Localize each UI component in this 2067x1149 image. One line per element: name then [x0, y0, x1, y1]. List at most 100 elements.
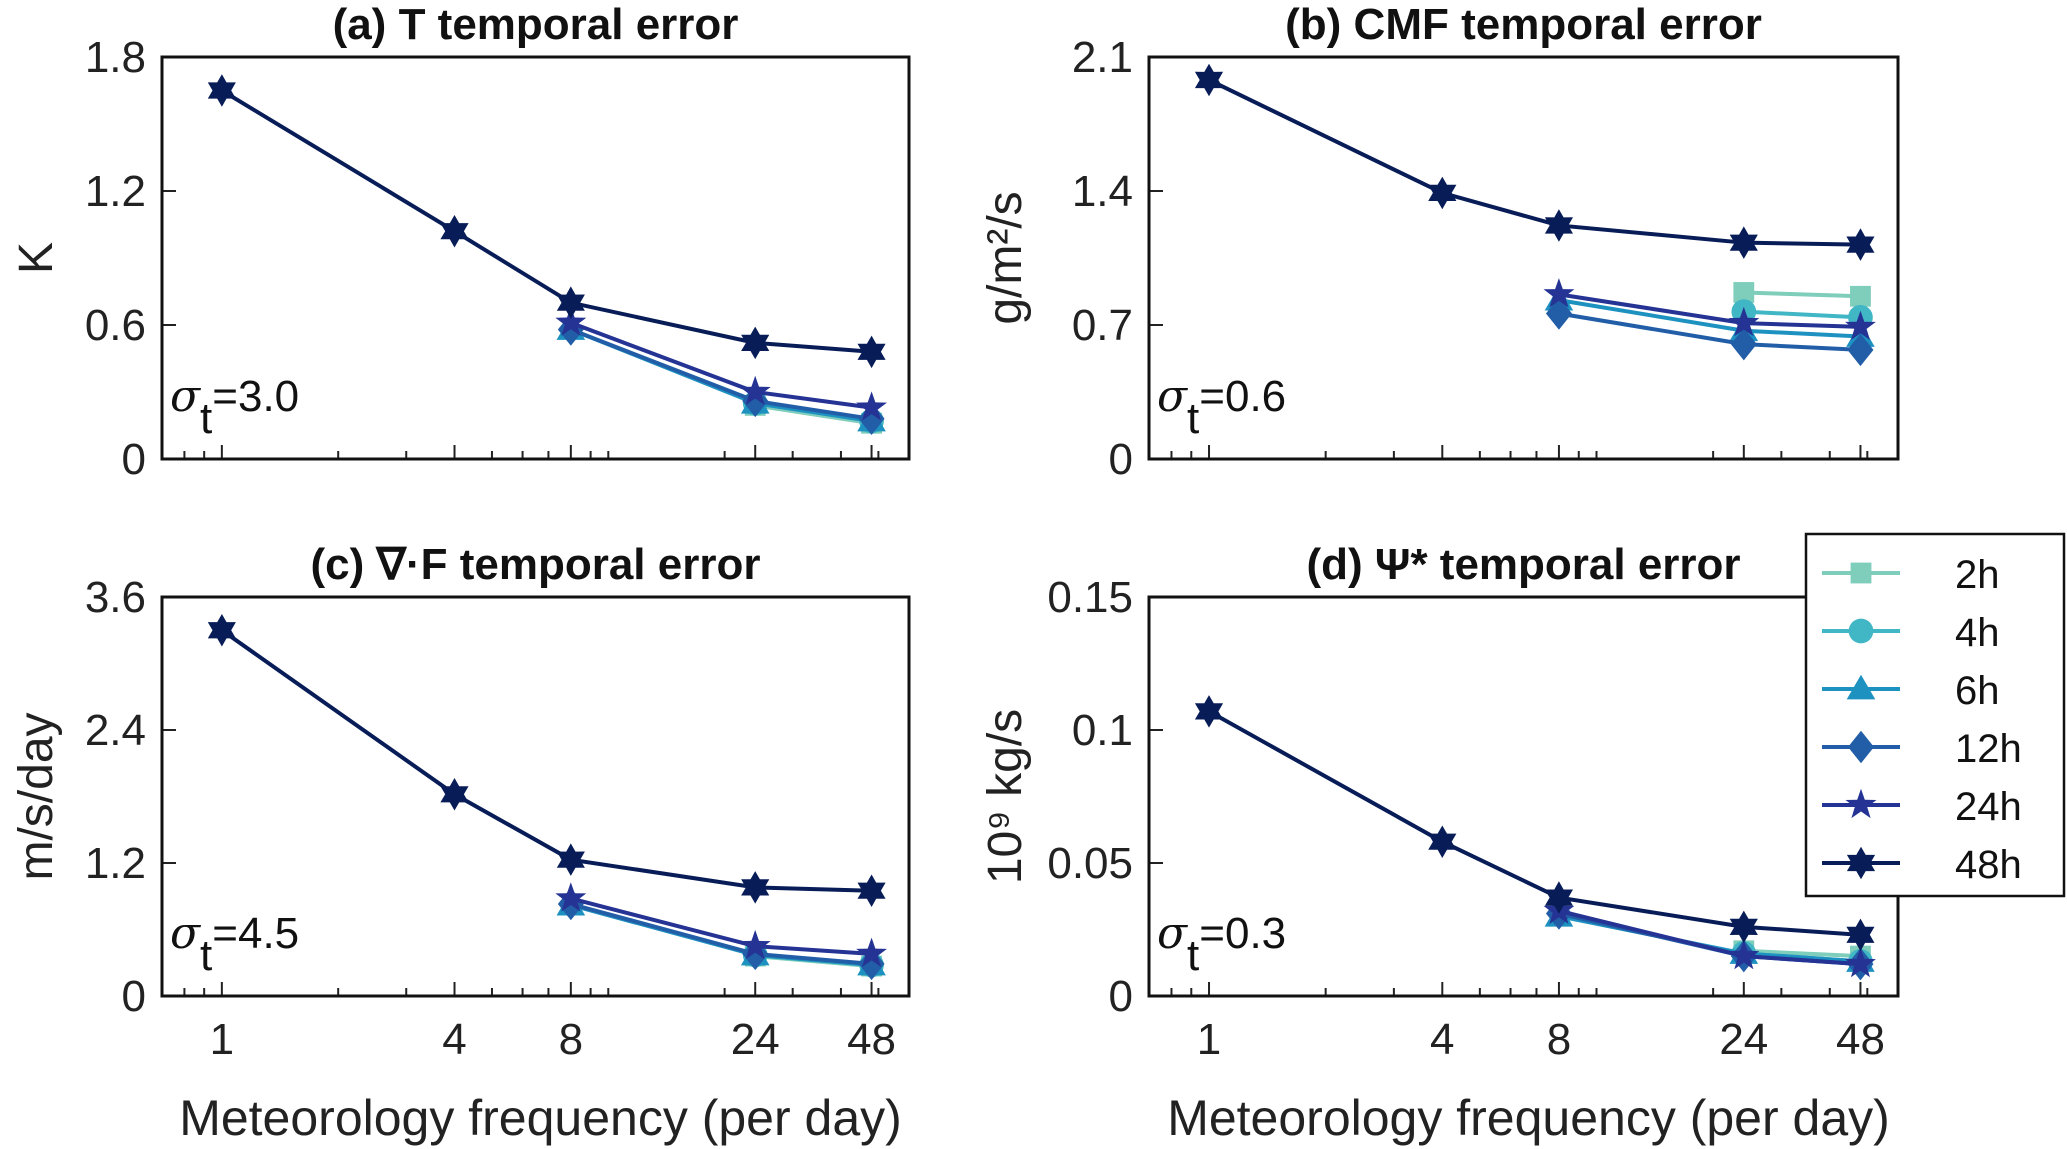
panel-title: (a) T temporal error [333, 0, 739, 49]
legend-marker-hexagram [1846, 846, 1876, 880]
data-point [1544, 209, 1573, 242]
legend-marker-diamond [1848, 730, 1874, 764]
y-tick-label: 1.8 [85, 33, 146, 82]
data-point [556, 286, 585, 319]
data-point [1543, 278, 1575, 308]
data-point [1428, 825, 1457, 858]
series-line [220, 628, 872, 893]
sigma-symbol: σ [170, 371, 202, 422]
data-point [1730, 327, 1757, 361]
series-line [1208, 78, 1861, 247]
series-line [220, 88, 872, 354]
sigma-annotation: σt=4.5 [170, 908, 299, 980]
series-line [570, 902, 872, 966]
sigma-value: =4.5 [212, 909, 299, 958]
data-point [1728, 306, 1760, 337]
data-point [739, 375, 771, 406]
series-24h [555, 306, 887, 421]
series-line [570, 327, 872, 424]
data-point [1729, 910, 1758, 944]
data-point [1194, 63, 1224, 97]
data-point [1846, 228, 1875, 261]
x-tick-label: 1 [210, 1015, 234, 1064]
sigma-subscript: t [200, 394, 212, 443]
y-tick-label: 0 [1109, 972, 1133, 1021]
legend: 2h 4h 6h 12h 24h 48h [1804, 532, 2066, 898]
series-line [1558, 908, 1861, 967]
data-point [858, 402, 885, 436]
x-tick-label: 8 [1547, 1015, 1571, 1064]
legend-label: 12h [1955, 727, 2022, 771]
axes-box [160, 55, 911, 461]
sigma-annotation: σt=3.0 [170, 371, 299, 443]
y-tick-label: 2.4 [85, 706, 146, 755]
data-point [856, 937, 887, 967]
series-line [1743, 309, 1861, 320]
sigma-value: =0.3 [1199, 909, 1286, 958]
series-12h [1545, 897, 1874, 981]
data-point [1194, 695, 1224, 728]
legend-marker-pentagram [1845, 788, 1877, 819]
data-point [1733, 282, 1755, 303]
legend-marker-circle [1848, 618, 1874, 644]
sigma-annotation: σt=0.6 [1157, 371, 1286, 443]
x-tick-label: 24 [731, 1015, 780, 1064]
data-point [440, 215, 469, 248]
data-point [1850, 285, 1871, 307]
sigma-annotation: σt=0.3 [1157, 908, 1286, 980]
y-tick-label: 0.6 [85, 301, 146, 350]
series-24h [1543, 894, 1876, 978]
x-tick-label: 1 [1197, 1015, 1221, 1064]
series-line [1743, 948, 1861, 959]
sigma-subscript: t [1187, 931, 1199, 980]
y-tick-label: 1.2 [85, 167, 146, 216]
series-line [1743, 290, 1861, 299]
panel-a: (a) T temporal error 0 0.6 1.2 1.8 Kσt=3.0 [10, 0, 911, 484]
data-point [741, 326, 770, 360]
legend-label: 6h [1955, 669, 2000, 713]
series-24h [555, 882, 887, 967]
data-point [207, 614, 236, 647]
legend-marker-square [1850, 562, 1872, 584]
y-axis-label: 10⁹ kg/s [979, 709, 1032, 884]
series-48h [207, 74, 886, 369]
data-point [1845, 947, 1876, 978]
y-tick-label: 0.05 [1047, 839, 1133, 888]
sigma-subscript: t [1187, 394, 1199, 443]
x-tick-label: 24 [1719, 1015, 1768, 1064]
series-48h [207, 614, 886, 907]
data-point [1729, 226, 1758, 259]
x-tick-label: 48 [847, 1015, 896, 1064]
panel-title: (b) CMF temporal error [1285, 0, 1762, 49]
x-tick-label: 4 [1430, 1015, 1454, 1064]
data-point [556, 843, 585, 876]
data-point [857, 874, 886, 907]
data-point [1728, 939, 1760, 970]
y-tick-label: 3.6 [85, 573, 146, 622]
x-tick-label: 48 [1836, 1015, 1885, 1064]
data-point [207, 74, 236, 107]
y-tick-label: 1.2 [85, 839, 146, 888]
data-point [1428, 176, 1457, 210]
data-point [440, 778, 469, 811]
y-axis-label: g/m²/s [979, 191, 1032, 324]
y-tick-label: 0 [122, 972, 146, 1021]
axes-box [160, 595, 911, 998]
data-point [741, 871, 770, 904]
sigma-symbol: σ [1157, 371, 1189, 422]
y-tick-label: 0.15 [1047, 573, 1133, 622]
series-line [570, 903, 872, 967]
panel-title: (c) ∇·F temporal error [311, 540, 761, 589]
data-point [858, 947, 885, 981]
data-point [555, 306, 587, 336]
data-point [1846, 918, 1875, 952]
x-axis-label: Meteorology frequency (per day) [179, 1090, 902, 1146]
legend-label: 24h [1955, 785, 2022, 829]
data-point [1544, 881, 1573, 914]
data-point [739, 929, 771, 960]
data-point [555, 882, 587, 912]
data-point [1847, 333, 1874, 367]
y-tick-label: 2.1 [1072, 33, 1133, 82]
